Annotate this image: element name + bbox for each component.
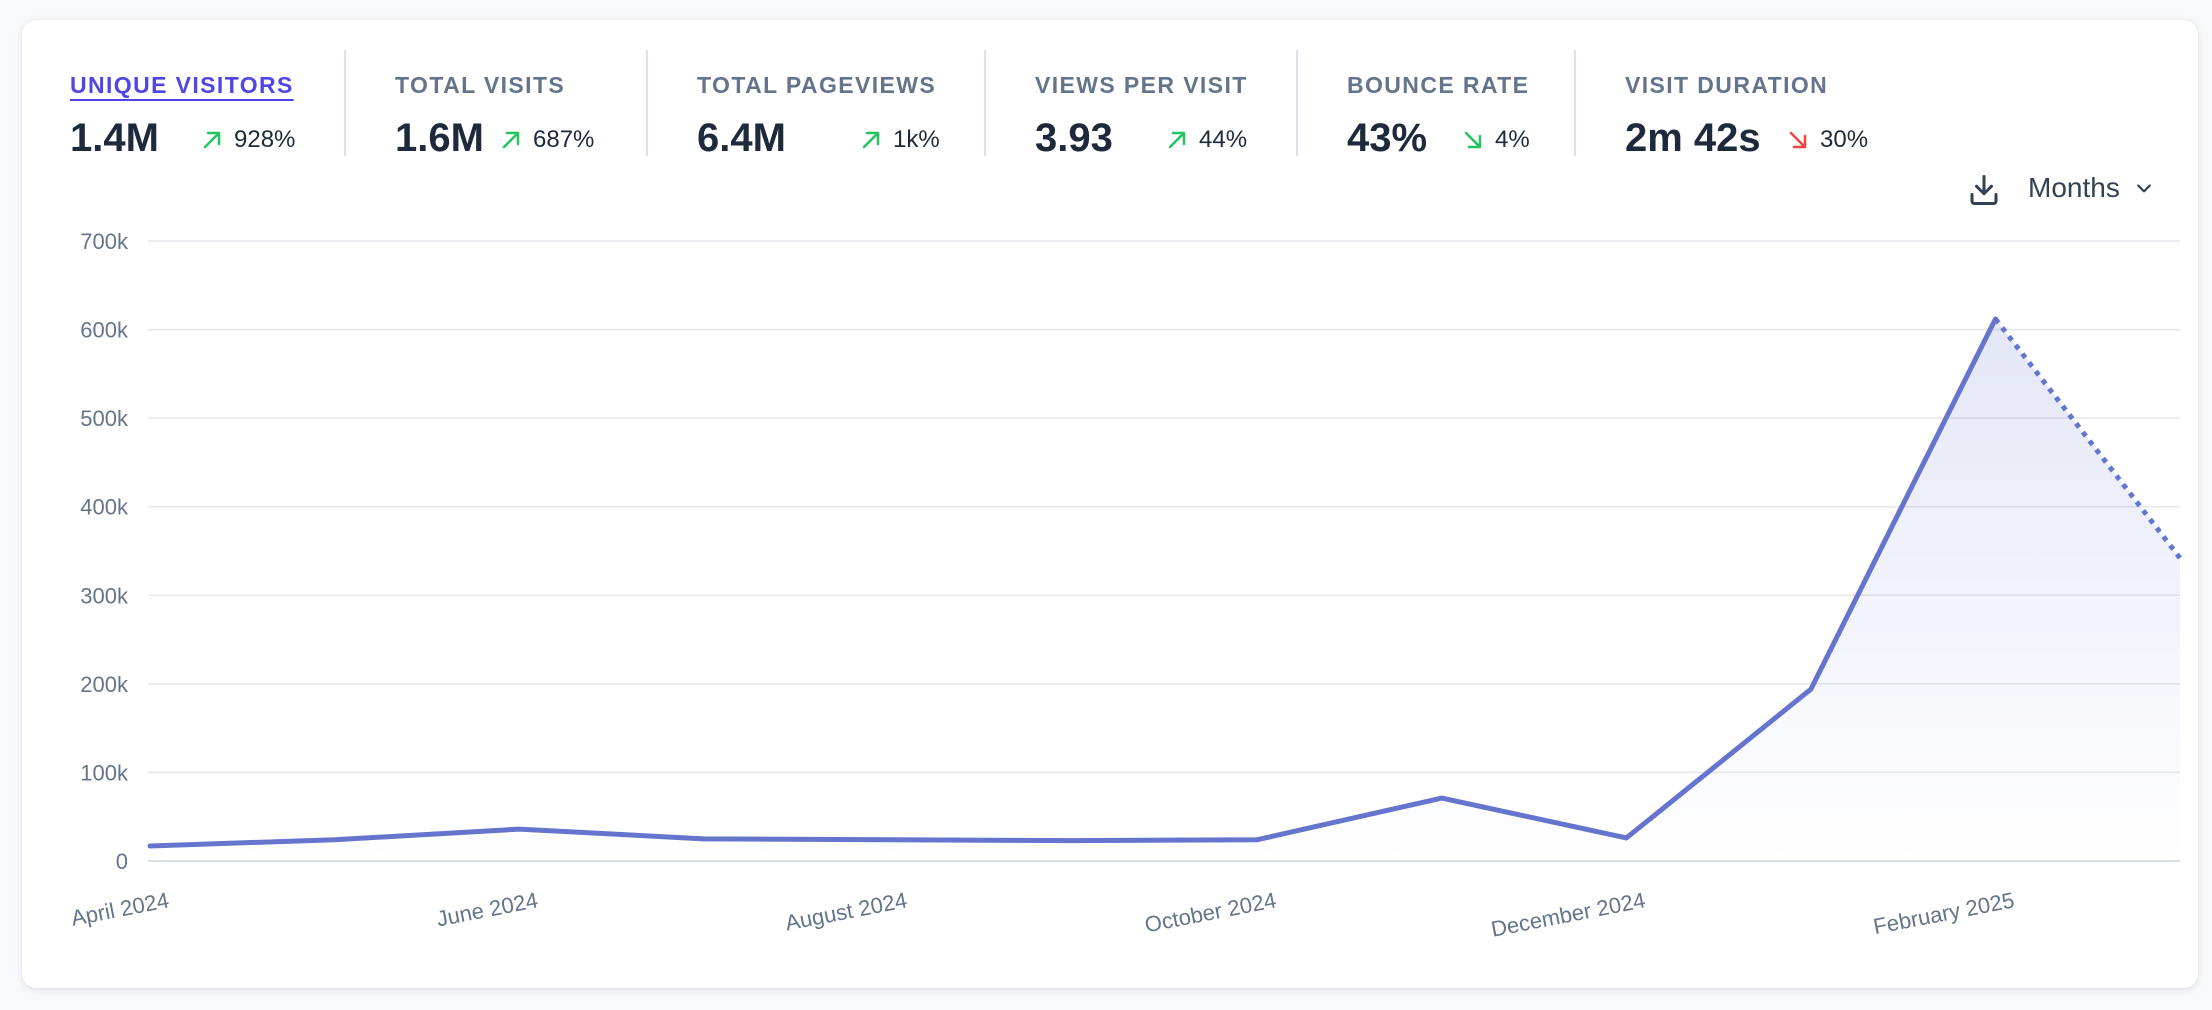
stat-change: 44% [1165, 126, 1247, 154]
series-line [147, 316, 2183, 849]
stat-value: 2m 42s [1625, 116, 1761, 160]
y-tick-label: 100k [80, 760, 129, 785]
data-point [1439, 795, 1445, 801]
stat-divider [984, 50, 986, 156]
stat-label: VIEWS PER VISIT [1035, 72, 1248, 98]
download-button[interactable] [1966, 172, 2002, 208]
stat-divider [646, 50, 648, 156]
stat-change-value: 30% [1820, 126, 1869, 153]
stat-change: 928% [200, 126, 295, 154]
stat-label: BOUNCE RATE [1347, 72, 1530, 98]
interval-dropdown[interactable]: Months [2028, 172, 2154, 204]
data-point [516, 826, 522, 832]
x-tick-label: February 2025 [1871, 887, 2016, 939]
arrow-down-right-icon [1464, 131, 1482, 149]
stat-label: TOTAL PAGEVIEWS [697, 72, 937, 98]
y-tick-label: 500k [80, 406, 129, 431]
y-axis: 0 100k 200k 300k 400k 500k 600k 700k [80, 229, 129, 874]
stat-value: 3.93 [1035, 116, 1113, 160]
top-stats: UNIQUE VISITORS 1.4M 928% TOTAL VISITS 1… [22, 20, 2198, 170]
area-fill-path [150, 318, 2180, 861]
x-axis: April 2024 June 2024 August 2024 October 20… [69, 887, 2016, 941]
data-point [1808, 686, 1814, 692]
x-tick-label: October 2024 [1143, 887, 1279, 937]
series-line-solid [147, 316, 1998, 849]
stat-unique-visitors[interactable]: UNIQUE VISITORS 1.4M 928% [70, 50, 320, 160]
stat-total-pageviews[interactable]: TOTAL PAGEVIEWS 6.4M 1k% [697, 50, 967, 160]
stat-label: VISIT DURATION [1625, 72, 1829, 98]
visitors-line-chart: 0 100k 200k 300k 400k 500k 600k 700k April 2024… [69, 229, 2183, 942]
x-tick-label: April 2024 [69, 887, 171, 930]
stat-visit-duration[interactable]: VISIT DURATION 2m 42s 30% [1625, 50, 1885, 160]
arrow-down-right-icon [1789, 131, 1807, 149]
arrow-up-right-icon [502, 131, 520, 149]
stat-value: 1.6M [395, 116, 484, 160]
stat-change: 1k% [859, 126, 940, 154]
stat-change-value: 4% [1495, 126, 1530, 153]
data-point [701, 836, 707, 842]
visitors-card: UNIQUE VISITORS 1.4M 928% TOTAL VISITS 1… [22, 20, 2198, 988]
data-point [1992, 316, 1998, 322]
x-tick-label: June 2024 [434, 887, 540, 931]
y-tick-label: 300k [80, 583, 129, 608]
area-fill [150, 318, 2180, 861]
arrow-up-right-icon [1168, 131, 1186, 149]
interval-label: Months [2028, 172, 2120, 203]
chevron-down-icon [2136, 184, 2151, 193]
stat-views-per-visit[interactable]: VIEWS PER VISIT 3.93 44% [1035, 50, 1295, 160]
data-point [2177, 555, 2183, 561]
y-tick-label: 600k [80, 318, 129, 343]
stat-change-value: 687% [533, 126, 595, 153]
y-tick-label: 200k [80, 672, 129, 697]
arrow-up-right-icon [862, 131, 880, 149]
stat-change-value: 928% [234, 126, 296, 153]
x-tick-label: December 2024 [1489, 887, 1647, 941]
stat-total-visits[interactable]: TOTAL VISITS 1.6M 687% [395, 50, 645, 160]
data-point [1070, 838, 1076, 844]
stat-value: 1.4M [70, 116, 159, 160]
stat-change: 687% [499, 126, 594, 154]
data-point [147, 843, 153, 849]
x-tick-label: August 2024 [783, 887, 909, 935]
stat-value: 6.4M [697, 116, 786, 160]
stat-label: UNIQUE VISITORS [70, 72, 294, 98]
stat-divider [344, 50, 346, 156]
stat-change-value: 44% [1199, 126, 1248, 153]
stat-change: 30% [1786, 126, 1868, 154]
data-point [1623, 835, 1629, 841]
y-tick-label: 700k [80, 229, 129, 254]
stat-divider [1296, 50, 1298, 156]
download-icon [1970, 175, 1998, 205]
arrow-up-right-icon [203, 131, 221, 149]
stat-divider [1574, 50, 1576, 156]
y-tick-label: 400k [80, 495, 129, 520]
data-point [1254, 837, 1260, 843]
stat-label: TOTAL VISITS [395, 72, 566, 98]
stat-change: 4% [1461, 126, 1530, 154]
stat-change-value: 1k% [893, 126, 940, 153]
stat-bounce-rate[interactable]: BOUNCE RATE 43% 4% [1347, 50, 1577, 160]
stat-value: 43% [1347, 116, 1428, 160]
grid-lines [148, 240, 2180, 862]
data-point [885, 837, 891, 843]
data-point [332, 837, 338, 843]
y-tick-label: 0 [116, 849, 128, 874]
